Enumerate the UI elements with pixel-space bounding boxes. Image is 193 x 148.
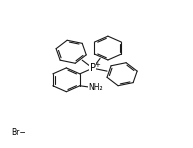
Text: NH₂: NH₂ bbox=[89, 83, 103, 92]
Text: +: + bbox=[95, 62, 100, 68]
Text: P: P bbox=[90, 63, 96, 73]
Text: Br−: Br− bbox=[11, 128, 26, 137]
